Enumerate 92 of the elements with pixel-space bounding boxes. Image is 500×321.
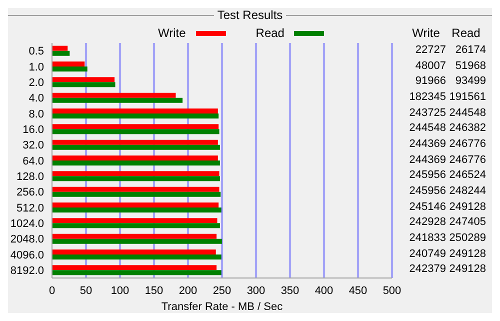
legend-label: Read bbox=[256, 26, 284, 40]
text: 242928 bbox=[408, 215, 446, 230]
text: 247405 bbox=[448, 215, 486, 230]
text: 22727 bbox=[414, 43, 446, 58]
y-tick-label: 2048.0 bbox=[10, 234, 44, 246]
text: 240749 bbox=[408, 246, 446, 262]
y-tick-label: 32.0 bbox=[22, 140, 44, 152]
text: 182345 bbox=[408, 90, 446, 105]
bar bbox=[52, 113, 219, 118]
y-tick-label: 4.0 bbox=[28, 92, 44, 105]
text: 246524 bbox=[448, 168, 486, 184]
text: 249128 bbox=[448, 200, 486, 215]
bar bbox=[52, 124, 219, 130]
bar bbox=[52, 140, 218, 145]
x-axis-title: Transfer Rate - MB / Sec bbox=[161, 301, 284, 313]
y-tick-label: 16.0 bbox=[22, 124, 44, 136]
y-tick-label: 128.0 bbox=[16, 171, 44, 184]
bar bbox=[52, 186, 220, 192]
text: 248244 bbox=[448, 184, 486, 199]
bar bbox=[52, 108, 218, 114]
text: 245146 bbox=[408, 200, 446, 215]
text: 245956 bbox=[408, 168, 446, 184]
y-tick-label: 256.0 bbox=[16, 186, 44, 199]
y-tick-label: 64.0 bbox=[22, 155, 44, 168]
text: 26174 bbox=[454, 43, 486, 58]
bar bbox=[52, 238, 222, 244]
text: 250289 bbox=[448, 231, 486, 246]
bar bbox=[52, 160, 220, 166]
y-tick-label: 8.0 bbox=[28, 108, 44, 120]
text: 91966 bbox=[414, 74, 446, 90]
bar bbox=[52, 46, 68, 51]
text: 93499 bbox=[454, 74, 486, 90]
bar bbox=[52, 265, 217, 270]
x-tick-label: 350 bbox=[280, 284, 300, 297]
text: Read bbox=[452, 26, 480, 40]
text: 246776 bbox=[448, 152, 486, 168]
bar bbox=[52, 223, 220, 228]
text: 245956 bbox=[408, 184, 446, 199]
bar bbox=[52, 171, 220, 176]
y-tick-label: 4096.0 bbox=[10, 249, 44, 262]
x-tick-label: 300 bbox=[246, 284, 266, 297]
x-tick-label: 500 bbox=[382, 284, 402, 297]
bar bbox=[52, 144, 220, 150]
text: 244548 bbox=[408, 121, 446, 136]
y-tick-label: 1.0 bbox=[28, 61, 44, 74]
text: 249128 bbox=[448, 246, 486, 262]
x-tick-label: 100 bbox=[110, 284, 130, 297]
legend-label: Write bbox=[158, 26, 186, 40]
y-tick-label: 512.0 bbox=[16, 202, 44, 214]
text: 244369 bbox=[408, 152, 446, 168]
bar bbox=[52, 98, 183, 103]
y-tick-label: 0.5 bbox=[28, 46, 44, 58]
bar bbox=[52, 270, 222, 276]
bar bbox=[52, 207, 222, 212]
text: 249128 bbox=[448, 262, 486, 278]
bar bbox=[52, 202, 219, 208]
text: Write bbox=[412, 26, 440, 40]
bar bbox=[52, 176, 220, 182]
bar bbox=[52, 129, 220, 134]
y-tick-label: 1024.0 bbox=[10, 218, 44, 230]
bar bbox=[52, 61, 85, 66]
x-tick-label: 150 bbox=[144, 284, 164, 297]
x-tick-label: 450 bbox=[348, 284, 368, 297]
text: 241833 bbox=[408, 231, 446, 246]
x-tick-label: 200 bbox=[178, 284, 198, 297]
y-tick-label: 8192.0 bbox=[10, 265, 44, 278]
bar bbox=[52, 82, 116, 88]
bar bbox=[52, 77, 115, 82]
bar bbox=[52, 92, 176, 98]
bar bbox=[52, 192, 221, 197]
chart-title: Test Results bbox=[214, 8, 286, 22]
bar bbox=[52, 254, 222, 260]
text: 244548 bbox=[448, 106, 486, 121]
text: 244369 bbox=[408, 137, 446, 152]
x-tick-label: 50 bbox=[80, 284, 92, 297]
x-tick-label: 400 bbox=[314, 284, 334, 297]
x-tick-label: 0 bbox=[48, 284, 56, 297]
x-tick-label: 250 bbox=[212, 284, 232, 297]
bar bbox=[52, 50, 70, 56]
bar bbox=[52, 66, 88, 72]
bar bbox=[52, 155, 218, 160]
bar bbox=[52, 234, 217, 239]
text: 191561 bbox=[448, 90, 486, 105]
y-tick-label: 2.0 bbox=[28, 77, 44, 90]
text: 242379 bbox=[408, 262, 446, 278]
text: 243725 bbox=[408, 106, 446, 121]
bar bbox=[52, 249, 216, 254]
text: 246382 bbox=[448, 121, 486, 136]
text: 51968 bbox=[454, 58, 486, 74]
text: 48007 bbox=[414, 58, 446, 74]
text: 246776 bbox=[448, 137, 486, 152]
bar bbox=[52, 218, 218, 224]
